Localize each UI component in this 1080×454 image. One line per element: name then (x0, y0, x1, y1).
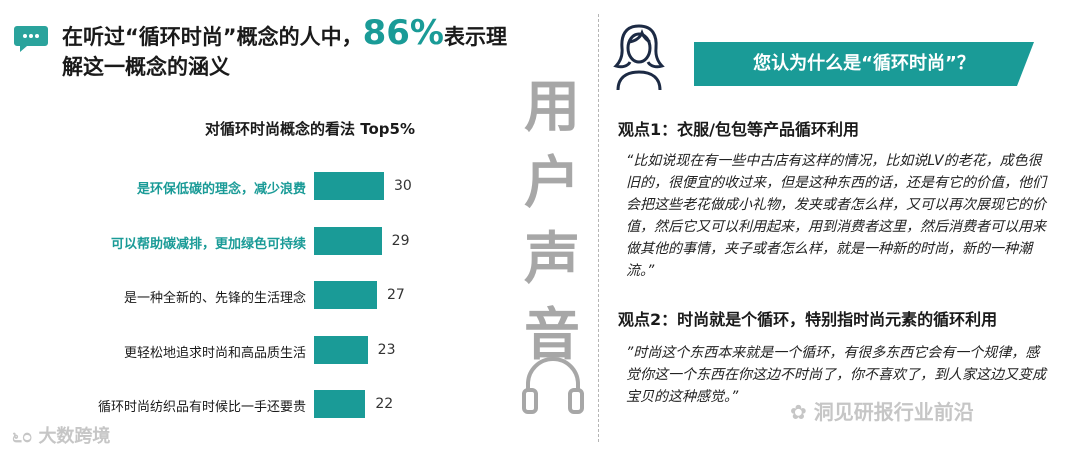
bar (314, 172, 384, 200)
bar-value-label: 29 (391, 232, 410, 249)
vertical-title-char: 声 (524, 227, 580, 292)
vertical-title-char: 户 (524, 151, 580, 216)
chat-bubble-icon (14, 26, 48, 52)
watermark-left-text: 大数跨境 (38, 426, 111, 447)
watermark-left: ೬೦ 大数跨境 (12, 422, 110, 448)
headline-suffix: 表示理解这一概念的涵义 (62, 25, 507, 79)
bar-category-label: 是一种全新的、先锋的生活理念 (123, 291, 306, 306)
viewpoint-1-title: 观点1：衣服/包包等产品循环利用 (618, 120, 859, 139)
bar-category-label: 循环时尚纺织品有时候比一手还要贵 (97, 400, 306, 415)
bar (314, 226, 382, 255)
viewpoint-2-title: 观点2：时尚就是个循环，特别指时尚元素的循环利用 (618, 310, 998, 329)
bar (314, 390, 366, 418)
user-avatar-icon (613, 24, 665, 91)
bar (314, 335, 368, 364)
bar-value-label: 23 (377, 341, 396, 358)
bar-value-label: 27 (387, 287, 405, 303)
headphones-icon (522, 357, 584, 414)
headline-percentage: 86% (362, 13, 444, 53)
watermark-right: ✿ 洞见研报行业前沿 (790, 396, 974, 425)
section-divider (598, 14, 599, 442)
question-banner: 您认为什么是“循环时尚”？ (694, 42, 1034, 86)
vertical-title-char: 用 (524, 75, 580, 140)
headline: 在听过“循环时尚”概念的人中，86%表示理解这一概念的涵义 (62, 16, 522, 82)
bar-value-label: 30 (394, 178, 412, 194)
bar-category-label: 更轻松地追求时尚和高品质生活 (123, 345, 306, 361)
wechat-icon: ✿ (790, 400, 814, 424)
watermark-right-text: 洞见研报行业前沿 (813, 400, 974, 424)
chart-title: 对循环时尚概念的看法 Top5% (205, 120, 415, 138)
viewpoint-1-quote: “比如说现在有一些中古店有这样的情况，比如说LV的老花，成色很旧的，很便宜的收过… (626, 153, 1046, 279)
headline-prefix: 在听过“循环时尚”概念的人中， (62, 25, 363, 49)
bar-category-label: 可以帮助碳减排，更加绿色可持续 (110, 236, 306, 252)
bar-category-label: 是环保低碳的理念，减少浪费 (136, 182, 306, 197)
bar (314, 281, 377, 309)
vertical-section-title: 用 户 声 音 (520, 70, 584, 374)
watermark-logo-icon: ೬೦ (12, 426, 39, 447)
viewpoint-2-quote: ”时尚这个东西本来就是一个循环，有很多东西它会有一个规律，感觉你这一个东西在你这… (626, 345, 1046, 405)
bar-value-label: 22 (375, 396, 394, 412)
